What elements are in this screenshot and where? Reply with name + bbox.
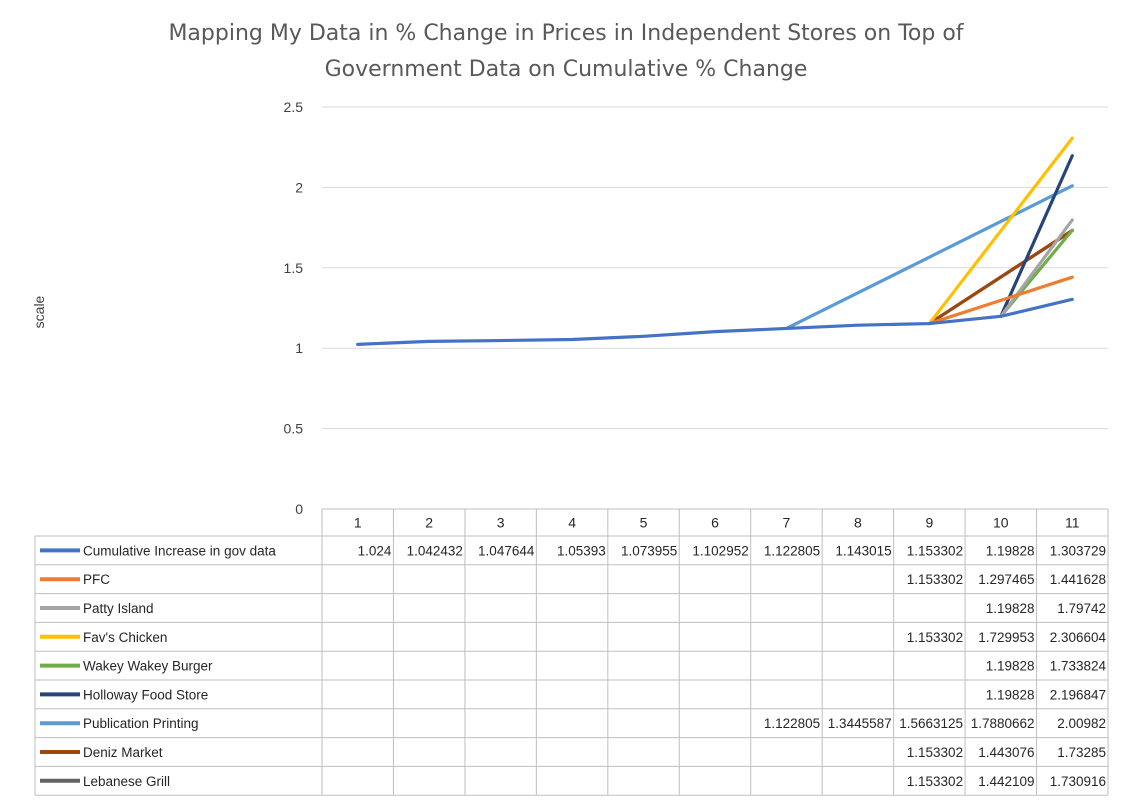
- data-label: 1.733824: [1050, 659, 1107, 674]
- data-label: 1.153302: [907, 543, 963, 558]
- data-label: 1.153302: [907, 630, 963, 645]
- data-label: 1.443076: [978, 745, 1034, 760]
- data-label: 1.441628: [1050, 572, 1106, 587]
- data-label: 1.729953: [978, 630, 1034, 645]
- legend-entry: Publication Printing: [83, 716, 199, 731]
- x-tick-label: 6: [711, 515, 719, 531]
- x-tick-label: 10: [993, 515, 1009, 531]
- data-label: 1.79742: [1057, 601, 1106, 616]
- data-label: 1.153302: [907, 745, 963, 760]
- data-label: 1.7880662: [971, 716, 1035, 731]
- chart-title-line-2: Government Data on Cumulative % Change: [325, 57, 808, 82]
- series-line-patty-island: [999, 218, 1074, 318]
- y-tick-label: 1.5: [284, 260, 304, 276]
- x-tick-label: 5: [640, 515, 648, 531]
- data-label: 1.303729: [1050, 543, 1106, 558]
- data-label: 1.042432: [407, 543, 463, 558]
- legend-entry: Patty Island: [83, 601, 154, 616]
- x-tick-label: 1: [354, 515, 362, 531]
- y-tick-label: 1: [295, 340, 303, 356]
- y-tick-label: 0.5: [284, 421, 304, 437]
- data-label: 1.153302: [907, 572, 963, 587]
- x-tick-label: 9: [925, 515, 933, 531]
- y-tick-label: 0: [295, 501, 303, 517]
- y-tick-labels: 0 0.5 1 1.5 2 2.5: [284, 99, 304, 517]
- legend-entry: Cumulative Increase in gov data: [83, 543, 276, 558]
- legend-entry: Lebanese Grill: [83, 774, 170, 789]
- data-label: 1.19828: [986, 601, 1035, 616]
- data-label: 1.05393: [557, 543, 606, 558]
- data-label: 2.196847: [1050, 687, 1106, 702]
- data-label: 1.19828: [986, 687, 1035, 702]
- series-line-cumulative-increase-in-gov-data: [356, 297, 1074, 346]
- series-line-publication-printing: [784, 184, 1074, 331]
- data-label: 1.024: [358, 543, 392, 558]
- data-label: 1.073955: [621, 543, 677, 558]
- gridlines: [322, 106, 1108, 430]
- x-tick-label: 3: [497, 515, 505, 531]
- x-tick-label: 7: [783, 515, 791, 531]
- data-label: 1.297465: [978, 572, 1034, 587]
- data-label: 1.153302: [907, 774, 963, 789]
- data-label: 1.3445587: [828, 716, 892, 731]
- series-line-pfc: [927, 275, 1074, 326]
- legend-entry: PFC: [83, 572, 110, 587]
- x-tick-label: 4: [568, 515, 576, 531]
- legend-entry: Wakey Wakey Burger: [83, 659, 213, 674]
- x-tick-label: 2: [425, 515, 433, 531]
- series-line-deniz-market: [927, 228, 1074, 326]
- series-lines: [356, 136, 1074, 346]
- series-line-fav-s-chicken: [927, 136, 1074, 326]
- y-tick-label: 2.5: [284, 99, 304, 115]
- data-label: 1.730916: [1050, 774, 1106, 789]
- data-label: 1.047644: [478, 543, 535, 558]
- legend-entry: Fav's Chicken: [83, 630, 167, 645]
- data-label: 1.122805: [764, 716, 820, 731]
- data-table: 1 2 3 4 5 6 7 8 9 10 11 Cumulative Increase in gov …: [34, 508, 1109, 796]
- data-label: 1.73285: [1057, 745, 1106, 760]
- legend-entry: Holloway Food Store: [83, 687, 208, 702]
- legend-entry: Deniz Market: [83, 745, 163, 760]
- data-label: 1.122805: [764, 543, 820, 558]
- data-label: 1.19828: [986, 543, 1035, 558]
- data-label: 1.19828: [986, 659, 1035, 674]
- data-label: 1.5663125: [899, 716, 963, 731]
- x-tick-label: 8: [854, 515, 862, 531]
- data-label: 1.102952: [692, 543, 748, 558]
- y-axis-label: scale: [31, 295, 47, 328]
- x-tick-label: 11: [1065, 515, 1080, 531]
- data-label: 2.00982: [1057, 716, 1106, 731]
- series-line-holloway-food-store: [999, 154, 1074, 318]
- data-label: 1.442109: [978, 774, 1034, 789]
- chart-title-line-1: Mapping My Data in % Change in Prices in…: [168, 21, 964, 46]
- data-label: 2.306604: [1050, 630, 1107, 645]
- y-tick-label: 2: [295, 179, 303, 195]
- data-label: 1.143015: [835, 543, 891, 558]
